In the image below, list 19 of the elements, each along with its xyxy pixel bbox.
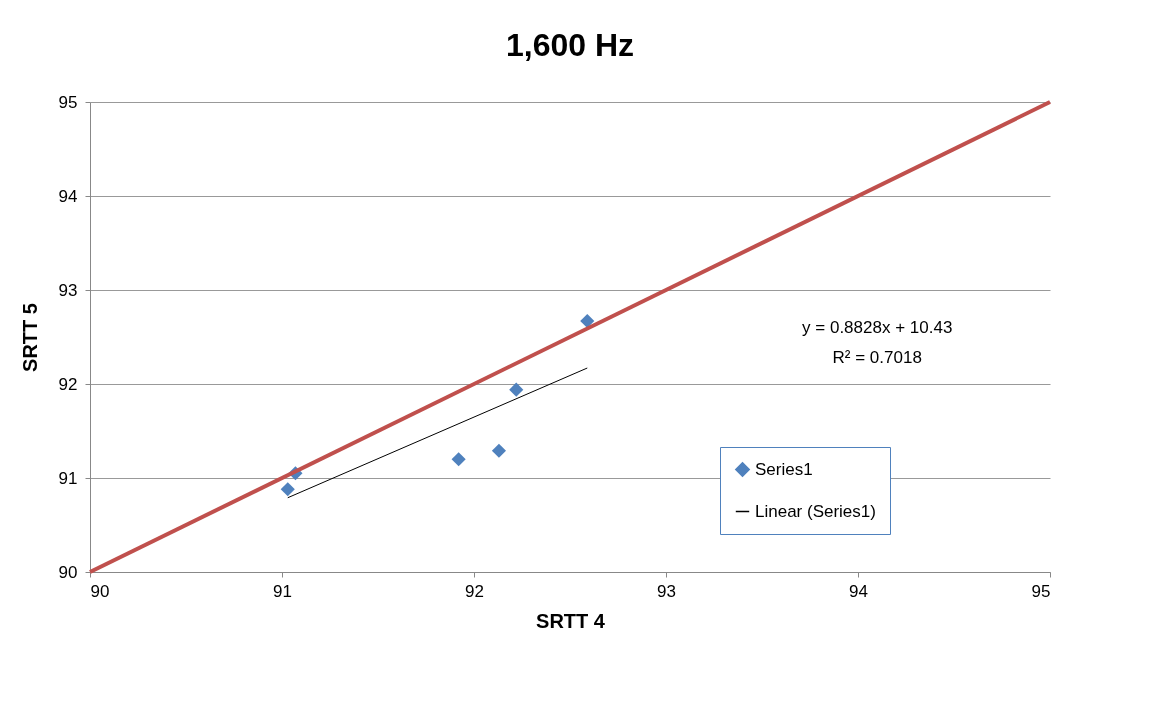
legend-label: Linear (Series1) [755, 501, 876, 521]
x-tick-label: 94 [849, 581, 868, 601]
x-tick-label: 90 [90, 581, 110, 601]
x-tick-label: 92 [465, 581, 484, 601]
chart-title: 1,600 Hz [505, 27, 635, 63]
x-tick-label: 95 [1031, 581, 1051, 601]
y-tick-label: 91 [58, 468, 78, 488]
y-axis-title: SRTT 5 [18, 303, 41, 372]
y-tick-label: 92 [58, 374, 78, 394]
legend-label: Series1 [755, 459, 813, 479]
x-axis-title: SRTT 4 [536, 609, 606, 632]
x-tick-label: 93 [657, 581, 676, 601]
y-tick-label: 95 [58, 92, 78, 112]
x-tick-label: 91 [273, 581, 292, 601]
y-tick-label: 94 [58, 186, 78, 206]
y-tick-label: 90 [58, 562, 78, 582]
annotation: R² = 0.7018 [832, 347, 922, 367]
annotation: y = 0.8828x + 10.43 [802, 317, 953, 337]
y-tick-label: 93 [58, 280, 78, 300]
